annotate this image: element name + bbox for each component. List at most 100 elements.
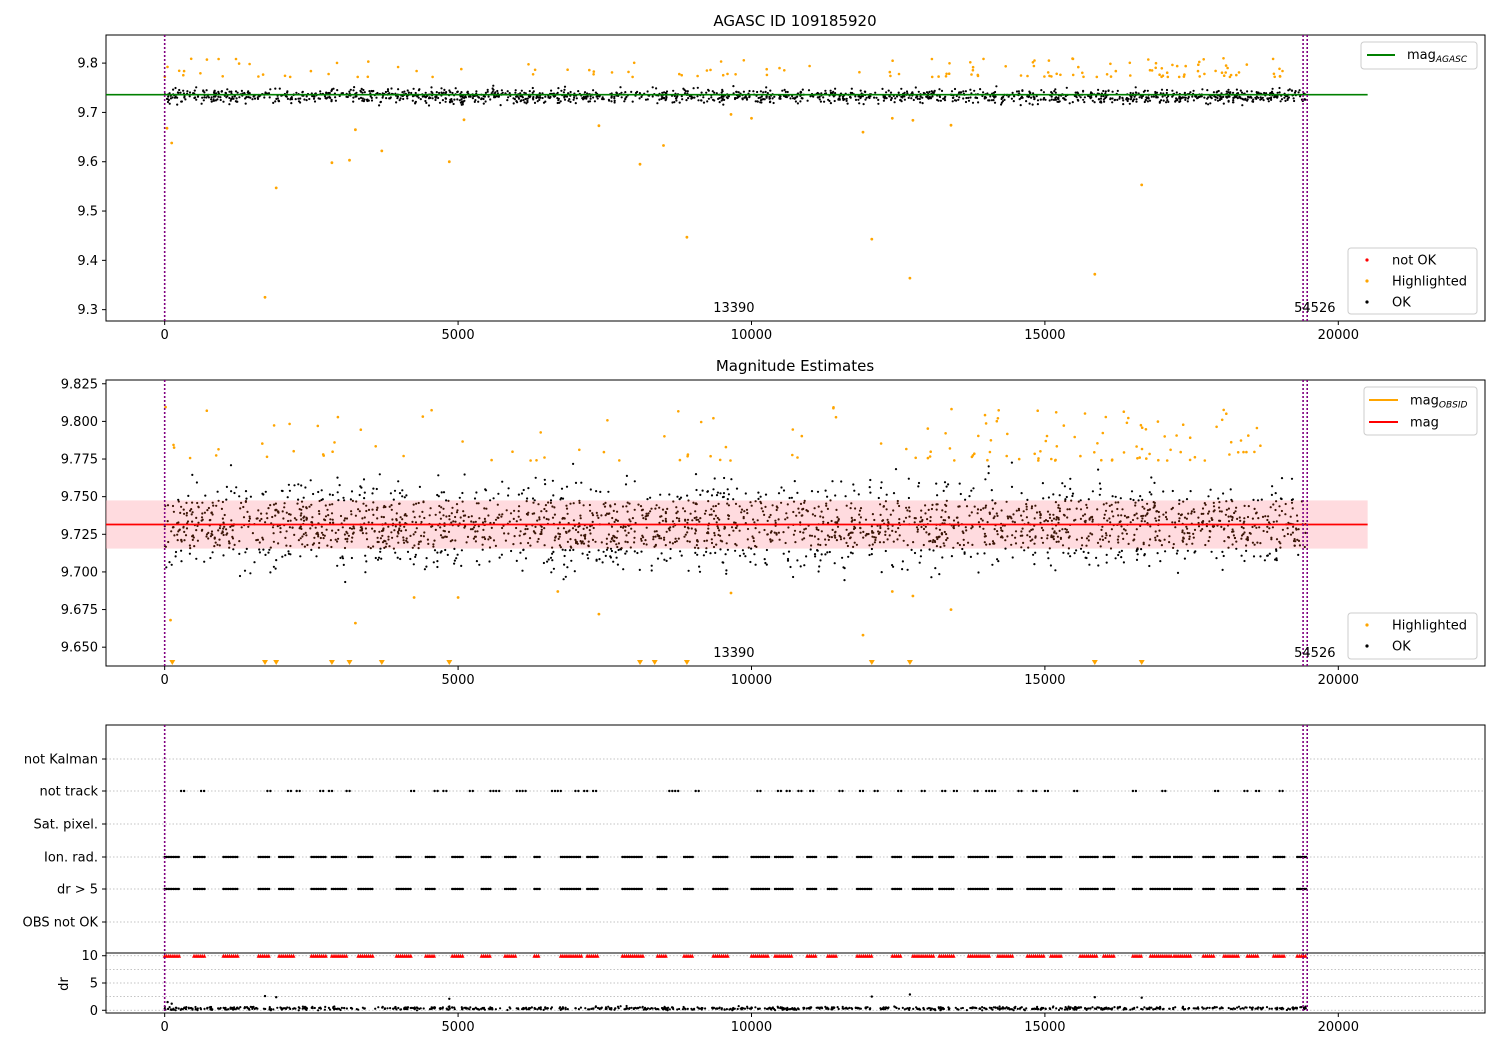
ok-point xyxy=(610,95,613,98)
ok-point xyxy=(581,552,584,555)
highlighted-point xyxy=(1255,426,1259,430)
ok-point xyxy=(484,489,488,492)
flag-point xyxy=(332,855,335,859)
highlighted-point xyxy=(1017,457,1021,461)
flag-point xyxy=(198,855,201,859)
ok-point xyxy=(722,95,725,98)
highlighted-point xyxy=(870,237,874,241)
ok-point xyxy=(650,569,653,572)
ok-point xyxy=(242,505,245,509)
ok-point xyxy=(1220,97,1223,100)
highlighted-point xyxy=(897,72,901,76)
ok-point xyxy=(371,521,374,524)
ok-point xyxy=(1118,97,1121,100)
ok-point xyxy=(531,91,534,94)
highlighted-point xyxy=(696,74,699,78)
highlighted-point xyxy=(1188,436,1192,440)
ok-point xyxy=(1293,99,1296,103)
ok-point xyxy=(925,531,928,534)
highlighted-point xyxy=(796,456,799,459)
ok-point xyxy=(633,508,636,511)
ok-point xyxy=(944,503,947,506)
ok-point xyxy=(1000,529,1003,532)
ok-point xyxy=(264,521,267,524)
ok-point xyxy=(1057,521,1060,524)
flag-point xyxy=(167,887,170,891)
ok-point xyxy=(1225,500,1228,503)
ok-point xyxy=(1063,514,1066,517)
ok-point xyxy=(610,100,613,103)
ok-point xyxy=(858,102,861,105)
ok-point xyxy=(1089,97,1092,100)
ok-point xyxy=(269,571,272,574)
flag-point xyxy=(260,887,264,891)
ok-point xyxy=(300,500,304,503)
ok-point xyxy=(892,540,895,543)
ok-point xyxy=(1028,102,1031,105)
highlighted-point xyxy=(1229,440,1233,444)
ok-point xyxy=(297,498,300,501)
flag-point xyxy=(1203,855,1207,859)
ok-point xyxy=(489,98,492,101)
highlighted-point xyxy=(750,116,753,120)
ok-point xyxy=(302,496,305,499)
ok-point xyxy=(336,476,339,479)
flag-point xyxy=(979,855,983,859)
ok-point xyxy=(956,516,959,519)
flag-point xyxy=(689,855,693,859)
flag-point xyxy=(752,855,755,859)
ok-point xyxy=(686,521,689,525)
ok-point xyxy=(210,96,213,99)
ok-point xyxy=(1111,495,1114,498)
highlighted-point xyxy=(662,144,665,147)
ok-point xyxy=(556,101,559,105)
flag-point xyxy=(510,855,514,859)
ok-point xyxy=(455,503,459,506)
ok-point xyxy=(833,562,836,565)
ok-point xyxy=(543,478,546,481)
ok-point xyxy=(549,499,553,502)
ok-point xyxy=(311,95,314,98)
ok-point xyxy=(705,539,709,542)
ok-point xyxy=(727,493,731,496)
highlighted-point xyxy=(1169,448,1172,452)
highlighted-point xyxy=(1220,71,1224,74)
flag-point xyxy=(1246,855,1249,859)
ok-point xyxy=(901,568,904,571)
ok-point xyxy=(329,96,332,99)
ok-point xyxy=(361,517,364,520)
ok-point xyxy=(665,530,668,533)
highlighted-point xyxy=(1224,71,1227,74)
ok-point xyxy=(1289,515,1292,518)
ok-point xyxy=(547,501,550,504)
ok-point xyxy=(1256,541,1259,544)
ok-point xyxy=(743,510,746,513)
highlighted-point xyxy=(1006,432,1009,436)
ok-point xyxy=(820,530,823,533)
ok-point xyxy=(877,102,880,105)
flag-point xyxy=(1002,855,1005,859)
ok-point xyxy=(346,537,349,541)
highlighted-point xyxy=(984,422,988,425)
ok-point xyxy=(510,549,513,553)
ok-point xyxy=(1110,528,1113,531)
ok-point xyxy=(517,515,520,518)
ok-point xyxy=(1159,92,1162,95)
flag-point xyxy=(330,887,334,891)
highlighted-point xyxy=(1109,75,1113,78)
flag-point xyxy=(1176,855,1179,859)
ok-point xyxy=(337,537,340,540)
ok-point xyxy=(1054,501,1057,504)
ok-point xyxy=(195,557,198,560)
ok-point xyxy=(397,541,400,544)
highlighted-point xyxy=(188,456,192,460)
ok-point xyxy=(229,99,232,102)
ok-point xyxy=(218,527,221,530)
ok-point xyxy=(451,506,454,509)
ok-point xyxy=(210,100,213,103)
ok-point xyxy=(249,572,252,575)
ok-point xyxy=(1167,95,1170,98)
highlighted-point xyxy=(431,75,434,79)
ok-point xyxy=(183,530,186,534)
ok-point xyxy=(1136,548,1139,551)
